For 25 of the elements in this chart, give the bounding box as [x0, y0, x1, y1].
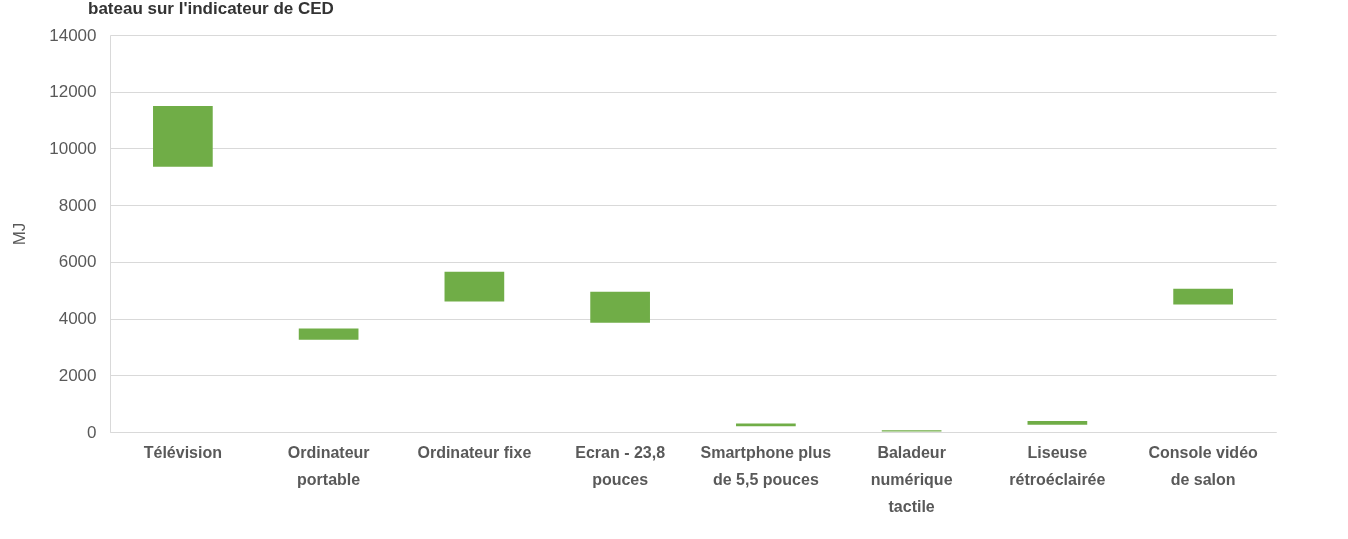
y-tick-label: 2000: [58, 365, 97, 385]
bar: [590, 291, 650, 323]
bar: [1173, 288, 1233, 305]
y-tick-label: 4000: [58, 309, 97, 329]
x-tick-label: Console vidéo de salon: [1148, 443, 1259, 488]
bar: [736, 423, 796, 427]
chart-title: bateau sur l'indicateur de CED: [88, 0, 334, 18]
bar: [298, 328, 359, 340]
bar: [444, 271, 505, 302]
x-tick-label: Ordinateur portable: [287, 443, 370, 488]
y-axis-title: MJ: [10, 222, 30, 246]
y-tick-label: 6000: [58, 252, 97, 272]
x-tick-label: Ecran - 23,8 pouces: [575, 443, 666, 488]
y-tick-label: 8000: [58, 195, 97, 215]
y-tick-label: 10000: [49, 138, 97, 158]
bar: [153, 105, 213, 167]
y-tick-label: 14000: [49, 25, 97, 45]
x-tick-label: Ordinateur fixe: [417, 443, 532, 461]
x-tick-label: Smartphone plus de 5,5 pouces: [700, 443, 832, 488]
bar: [1027, 420, 1088, 425]
y-tick-label: 12000: [49, 82, 97, 102]
y-tick-label: 0: [87, 422, 97, 442]
x-tick-label: Baladeur numérique tactile: [870, 443, 953, 515]
x-tick-label: Télévision: [143, 443, 222, 461]
x-tick-label: Liseuse rétroéclairée: [1009, 443, 1106, 488]
